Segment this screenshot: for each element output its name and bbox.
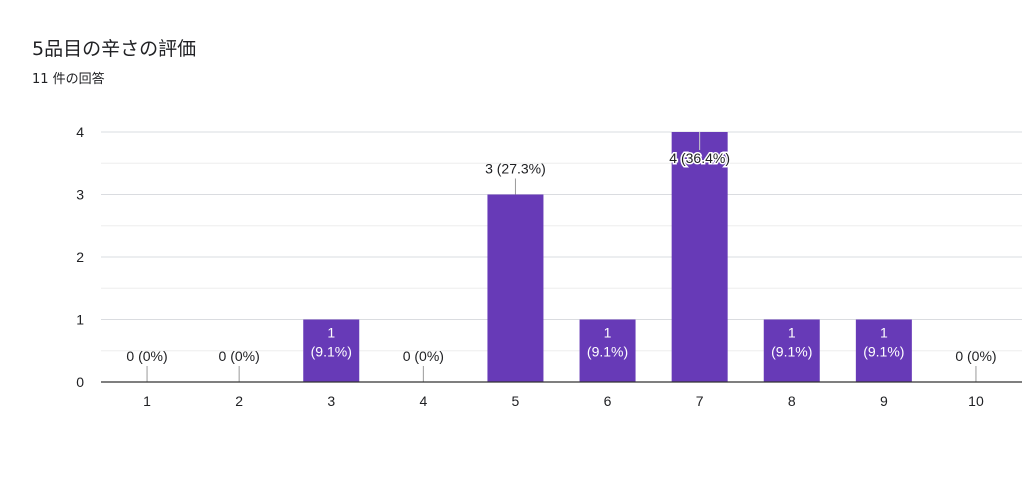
x-tick-label: 7 [696, 393, 704, 409]
x-tick-label: 3 [327, 393, 335, 409]
bar [763, 319, 820, 382]
x-tick-label: 8 [788, 393, 796, 409]
bar [579, 319, 636, 382]
response-count: 11 件の回答 [32, 72, 105, 87]
bar [855, 319, 912, 382]
data-label: 4 (36.4%) [669, 150, 730, 166]
data-label: 1 (9.1%) [587, 325, 628, 360]
chart-title: 5品目の辛さの評価 [32, 38, 197, 60]
data-label: 0 (0%) [126, 348, 167, 364]
data-label: 1 (9.1%) [771, 325, 812, 360]
data-label: 0 (0%) [219, 348, 260, 364]
x-tick-label: 9 [880, 393, 888, 409]
data-label: 3 (27.3%) [485, 161, 546, 177]
bar [303, 319, 360, 382]
x-tick-label: 10 [968, 393, 984, 409]
data-label: 1 (9.1%) [311, 325, 352, 360]
data-label: 1 (9.1%) [863, 325, 904, 360]
x-tick-label: 5 [512, 393, 520, 409]
y-tick-label: 2 [76, 249, 84, 265]
bar [671, 132, 728, 382]
y-tick-label: 1 [76, 312, 84, 328]
y-tick-label: 0 [76, 374, 84, 390]
x-tick-label: 2 [235, 393, 243, 409]
y-tick-label: 4 [76, 124, 84, 140]
x-tick-label: 4 [419, 393, 427, 409]
y-tick-label: 3 [76, 187, 84, 203]
data-label: 0 (0%) [403, 348, 444, 364]
bar [487, 194, 544, 382]
x-tick-label: 6 [604, 393, 612, 409]
x-tick-label: 1 [143, 393, 151, 409]
data-label: 0 (0%) [955, 348, 996, 364]
